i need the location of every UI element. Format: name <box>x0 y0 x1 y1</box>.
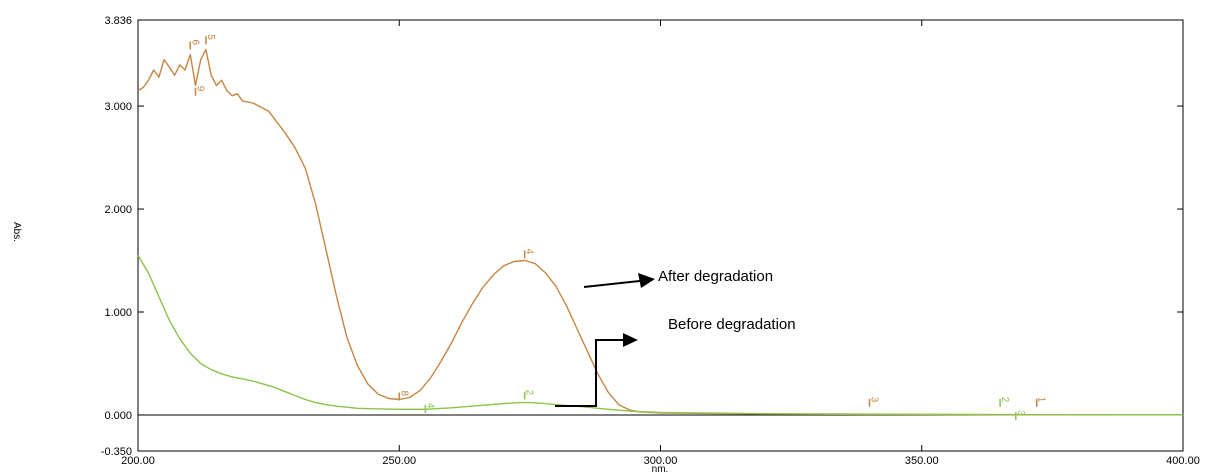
before-degradation-arrow-head <box>623 333 638 347</box>
x-tick-label: 400.00 <box>1166 455 1200 467</box>
after-degradation-arrow-head <box>638 273 655 288</box>
y-axis-title: Abs. <box>11 222 22 242</box>
y-tick-label: 1.000 <box>104 307 132 319</box>
y-tick-label: 0.000 <box>104 410 132 422</box>
plot-frame <box>137 19 1184 452</box>
after-degradation-arrow-line <box>583 280 641 288</box>
y-tick-label: -0.350 <box>101 446 132 458</box>
before-degradation-label: Before degradation <box>668 316 796 333</box>
x-axis-ticks: 200.00 250.00 300.00 350.00 400.00 <box>121 20 1200 467</box>
peak-marker-label: 9 <box>194 86 205 92</box>
peak-markers: 65 9 8 4 4 2 3 2 3 1 <box>189 34 1047 421</box>
x-tick-label: 200.00 <box>121 455 155 467</box>
x-axis-title: nm. <box>652 464 669 475</box>
peak-marker-label: 4 <box>524 248 535 254</box>
after-degradation-annotation: After degradation <box>583 268 773 288</box>
peak-marker-label: 2 <box>999 397 1010 403</box>
series-line-1 <box>137 48 1183 416</box>
peak-marker-label: 5 <box>205 34 216 40</box>
x-tick-label: 350.00 <box>905 455 939 467</box>
peak-marker-label: 6 <box>189 39 200 45</box>
peak-marker-label: 8 <box>398 391 409 397</box>
y-tick-label: 2.000 <box>104 204 132 216</box>
before-degradation-annotation: Before degradation <box>555 316 796 407</box>
peak-marker-label: 2 <box>524 390 535 396</box>
y-tick-label: 3.836 <box>104 15 132 27</box>
peak-marker-label: 1 <box>1036 397 1047 403</box>
peak-marker-label: 3 <box>869 397 880 403</box>
peak-marker-label: 4 <box>424 403 435 409</box>
x-tick-label: 250.00 <box>382 455 416 467</box>
y-axis-ticks: -0.350 0.000 1.000 2.000 3.000 3.836 <box>101 15 1183 458</box>
before-degradation-arrow-line <box>555 339 624 407</box>
y-tick-label: 3.000 <box>104 101 132 113</box>
after-degradation-label: After degradation <box>658 268 773 285</box>
series-layer <box>137 48 1184 416</box>
peak-marker-label: 3 <box>1015 410 1026 416</box>
series-line-2 <box>137 255 1184 416</box>
x-tick-label: 300.00 <box>644 455 678 467</box>
